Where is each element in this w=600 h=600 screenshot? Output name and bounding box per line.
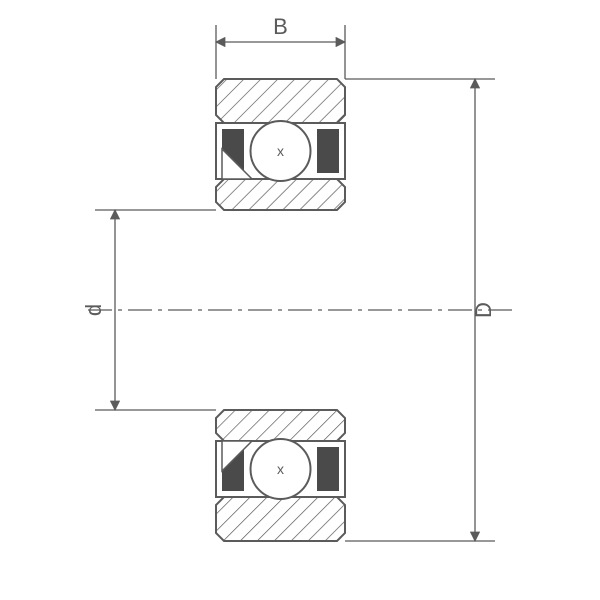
svg-text:D: D	[471, 302, 496, 318]
svg-text:x: x	[277, 461, 284, 477]
drawing-canvas: x x Bd D	[0, 0, 600, 600]
svg-text:B: B	[273, 14, 288, 39]
bearing-diagram: x x Bd D	[0, 0, 600, 600]
svg-text:d: d	[81, 304, 106, 316]
svg-text:x: x	[277, 143, 284, 159]
